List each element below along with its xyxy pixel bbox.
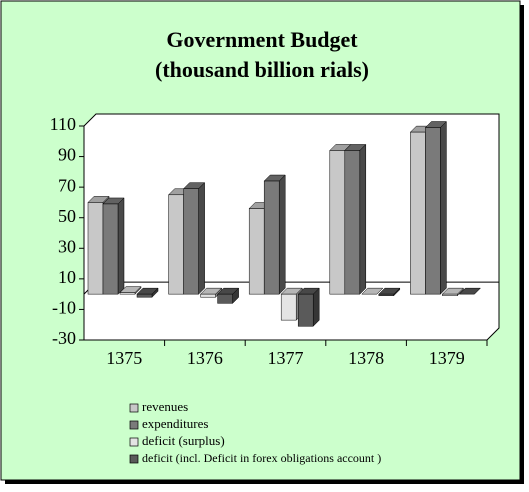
bar (200, 293, 216, 298)
x-tick-label: 1377 (268, 348, 304, 368)
bar (136, 293, 153, 298)
bar (248, 208, 265, 295)
bar (168, 194, 184, 295)
y-tick-label: 90 (58, 145, 76, 165)
legend-label: revenues (142, 399, 188, 414)
chart-title: (thousand billion rials) (155, 57, 369, 82)
bar (329, 150, 346, 295)
y-tick-label: -30 (52, 328, 76, 348)
bar (102, 203, 119, 295)
bar (344, 150, 361, 295)
legend-swatch (129, 454, 139, 464)
y-tick-label: 70 (58, 175, 76, 195)
bar-side (117, 197, 125, 295)
bar (280, 293, 297, 321)
bar (87, 202, 104, 295)
bar (297, 293, 314, 327)
x-tick-label: 1375 (106, 348, 142, 368)
legend-label: expenditures (142, 416, 208, 431)
bar-side (198, 182, 205, 295)
legend-swatch (129, 437, 139, 447)
y-tick-label: 50 (58, 206, 76, 226)
x-tick-label: 1379 (429, 348, 465, 368)
bar (217, 293, 233, 304)
legend-swatch (129, 403, 139, 413)
bar (425, 127, 441, 295)
y-tick-label: -10 (52, 298, 76, 318)
bar-top (361, 287, 384, 295)
legend-label: deficit (surplus) (142, 433, 225, 448)
y-tick-label: 30 (58, 236, 76, 256)
chart-title: Government Budget (166, 27, 358, 52)
legend-swatch (129, 420, 139, 430)
x-tick-label: 1376 (187, 348, 223, 368)
bar-top (458, 287, 482, 295)
y-tick-label: 110 (50, 114, 76, 134)
bar (119, 292, 136, 295)
bar (410, 131, 426, 295)
bar (263, 180, 280, 295)
legend-label: deficit (incl. Deficit in forex obligati… (142, 451, 381, 465)
bar-side (312, 287, 320, 327)
bar (183, 188, 199, 295)
x-tick-label: 1378 (348, 348, 384, 368)
bar-side (278, 174, 286, 295)
bar-side (359, 143, 367, 295)
y-tick-label: 10 (58, 267, 76, 287)
bar (442, 293, 458, 296)
bar-side (440, 120, 447, 295)
bar (378, 293, 395, 296)
